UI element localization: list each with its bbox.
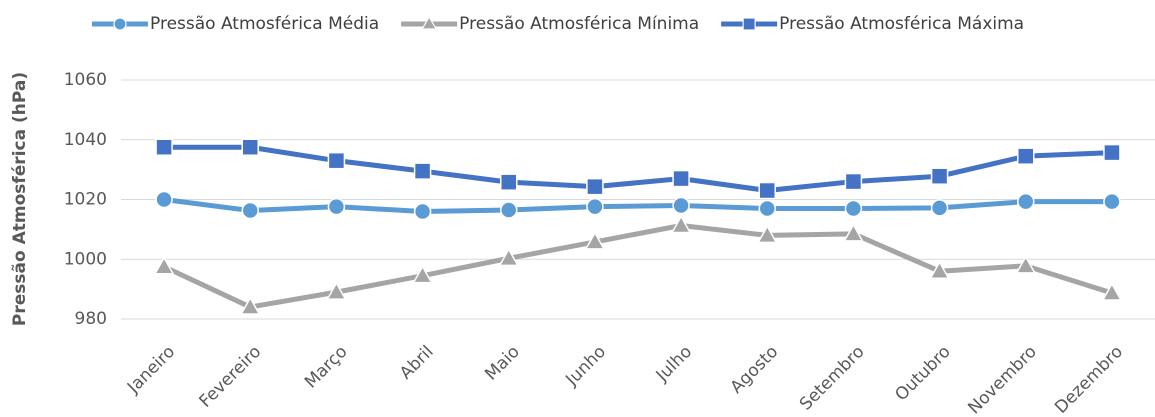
x-tick-label: Junho: [561, 342, 610, 391]
x-tick-label: Fevereiro: [196, 342, 266, 412]
x-tick-label: Março: [301, 342, 352, 393]
marker: [843, 223, 864, 242]
series: [155, 138, 1121, 200]
marker: [1017, 192, 1035, 211]
x-tick-label: Agosto: [727, 342, 783, 398]
x-tick-label: Abril: [396, 342, 438, 384]
marker: [155, 138, 173, 156]
marker: [672, 196, 690, 215]
series-line: [163, 197, 1112, 214]
series-line: [163, 222, 1113, 310]
marker: [500, 173, 518, 191]
marker: [586, 197, 604, 216]
x-tick-label: Maio: [481, 342, 524, 385]
marker: [153, 256, 175, 275]
series-line: [164, 144, 1113, 194]
series: [155, 190, 1121, 221]
x-tick-label: Novembro: [964, 342, 1040, 417]
marker: [239, 296, 261, 315]
marker: [844, 172, 863, 191]
marker: [672, 169, 690, 188]
marker: [758, 181, 776, 200]
marker: [758, 199, 776, 218]
marker: [241, 201, 259, 220]
marker: [756, 224, 778, 244]
marker: [500, 201, 518, 219]
marker: [326, 281, 347, 300]
marker: [413, 162, 432, 180]
y-tick-label: 1060: [64, 70, 107, 90]
marker: [670, 214, 692, 234]
y-tick-label: 1040: [64, 130, 107, 150]
marker: [1103, 192, 1121, 211]
legend: Pressão Atmosférica Média Pressão Atmosfé…: [92, 14, 1024, 34]
marker: [498, 247, 520, 267]
marker: [327, 197, 346, 216]
marker: [412, 265, 433, 284]
marker: [930, 167, 949, 185]
x-tick-label: Setembro: [796, 342, 869, 415]
x-tick-label: Julho: [652, 342, 696, 386]
legend-label: Pressão Atmosférica Média: [150, 14, 379, 34]
marker: [241, 138, 259, 156]
marker: [1017, 147, 1035, 165]
marker: [930, 199, 949, 217]
marker: [155, 190, 173, 209]
marker: [1101, 282, 1123, 301]
y-tick-label: 1000: [64, 249, 107, 269]
legend-marker: [421, 15, 438, 30]
legend-marker: [742, 17, 756, 31]
y-tick-label: 1020: [64, 190, 107, 210]
x-tick-label: Dezembro: [1051, 342, 1127, 417]
legend-marker: [113, 17, 127, 31]
marker: [586, 177, 604, 196]
legend-label: Pressão Atmosférica Máxima: [779, 14, 1024, 34]
y-tick-label: 980: [75, 309, 107, 329]
x-tick-label: Outubro: [891, 342, 954, 405]
y-axis-title: Pressão Atmosférica (hPa): [10, 72, 30, 326]
series: [153, 214, 1123, 315]
marker: [584, 231, 606, 250]
marker: [1103, 143, 1121, 162]
marker: [929, 260, 950, 279]
marker: [1015, 255, 1037, 274]
x-tick-label: Janeiro: [123, 342, 179, 398]
marker: [327, 151, 346, 170]
marker: [413, 202, 432, 221]
marker: [844, 199, 863, 218]
legend-label: Pressão Atmosférica Mínima: [459, 14, 699, 34]
